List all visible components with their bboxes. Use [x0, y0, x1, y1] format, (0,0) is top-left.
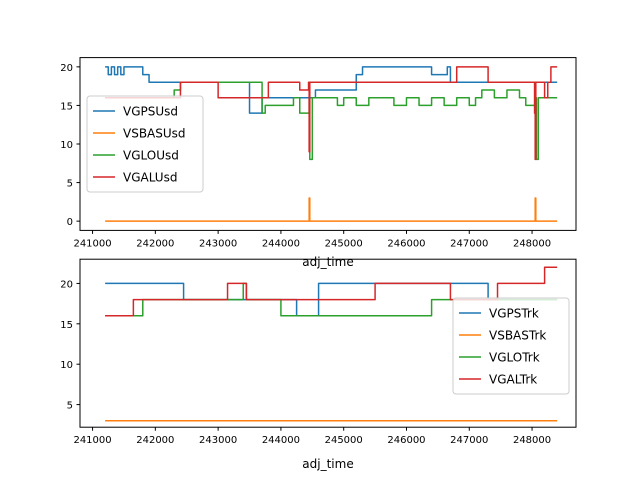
bottom-plot-lines — [105, 266, 558, 422]
y-tick-label: 20 — [60, 279, 73, 290]
y-tick-label: 15 — [60, 101, 73, 112]
legend-entry: VGALUsd — [123, 171, 177, 185]
bottom-x-axis-label: adj_time — [302, 457, 353, 471]
x-tick-label: 241000 — [73, 238, 111, 249]
legend-frame — [86, 95, 204, 193]
legend-entry: VGLOTrk — [489, 351, 540, 365]
y-tick-label: 20 — [60, 63, 73, 74]
x-tick-label: 244000 — [262, 435, 300, 446]
axes-top: 241000 242000 243000 244000 245000 246000 2470… — [60, 57, 577, 269]
legend-entry: VGPSUsd — [123, 105, 178, 119]
bottom-plot-frame — [79, 258, 577, 428]
legend-entry: VGALTrk — [489, 373, 537, 387]
y-tick-label: 5 — [67, 401, 73, 412]
x-tick-label: 245000 — [325, 238, 363, 249]
x-tick-label: 242000 — [136, 435, 174, 446]
series-line-vglousd — [105, 81, 558, 161]
x-tick-label: 241000 — [73, 435, 111, 446]
top-y-ticks: 0 5 10 15 20 — [60, 63, 80, 228]
top-plot-lines — [105, 66, 558, 222]
top-legend: VGPSUsd VSBASUsd VGLOUsd VGALUsd — [86, 95, 204, 193]
y-tick-label: 10 — [60, 140, 73, 151]
x-tick-label: 242000 — [136, 238, 174, 249]
x-tick-label: 246000 — [387, 238, 425, 249]
bottom-legend: VGPSTrk VSBASTrk VGLOTrk VGALTrk — [452, 297, 570, 395]
x-tick-label: 246000 — [387, 435, 425, 446]
y-tick-label: 0 — [67, 217, 73, 228]
y-tick-label: 10 — [60, 360, 73, 371]
legend-entry: VGPSTrk — [489, 307, 539, 321]
x-tick-label: 245000 — [325, 435, 363, 446]
legend-entry: VGLOUsd — [123, 149, 179, 163]
top-x-ticks: 241000 242000 243000 244000 245000 246000 2470… — [73, 230, 551, 249]
y-tick-label: 15 — [60, 320, 73, 331]
legend-entry: VSBASTrk — [489, 329, 546, 343]
x-tick-label: 248000 — [513, 435, 551, 446]
bottom-y-ticks: 5 10 15 20 — [60, 279, 80, 412]
bottom-x-ticks: 241000 242000 243000 244000 245000 246000 2470… — [73, 427, 551, 446]
top-x-axis-label: adj_time — [302, 255, 353, 269]
series-line-vgalusd — [105, 66, 558, 161]
x-tick-label: 243000 — [199, 435, 237, 446]
series-line-vgpsusd — [105, 66, 558, 114]
x-tick-label: 248000 — [513, 238, 551, 249]
x-tick-label: 247000 — [450, 238, 488, 249]
series-line-vsbasusd — [105, 197, 558, 222]
series-line-vgaltrk — [105, 266, 558, 317]
axes-bottom: 241000 242000 243000 244000 245000 246000 2470… — [60, 258, 577, 471]
x-tick-label: 244000 — [262, 238, 300, 249]
y-tick-label: 5 — [67, 179, 73, 190]
x-tick-label: 243000 — [199, 238, 237, 249]
legend-frame — [452, 297, 570, 395]
legend-entry: VSBASUsd — [123, 127, 186, 141]
x-tick-label: 247000 — [450, 435, 488, 446]
